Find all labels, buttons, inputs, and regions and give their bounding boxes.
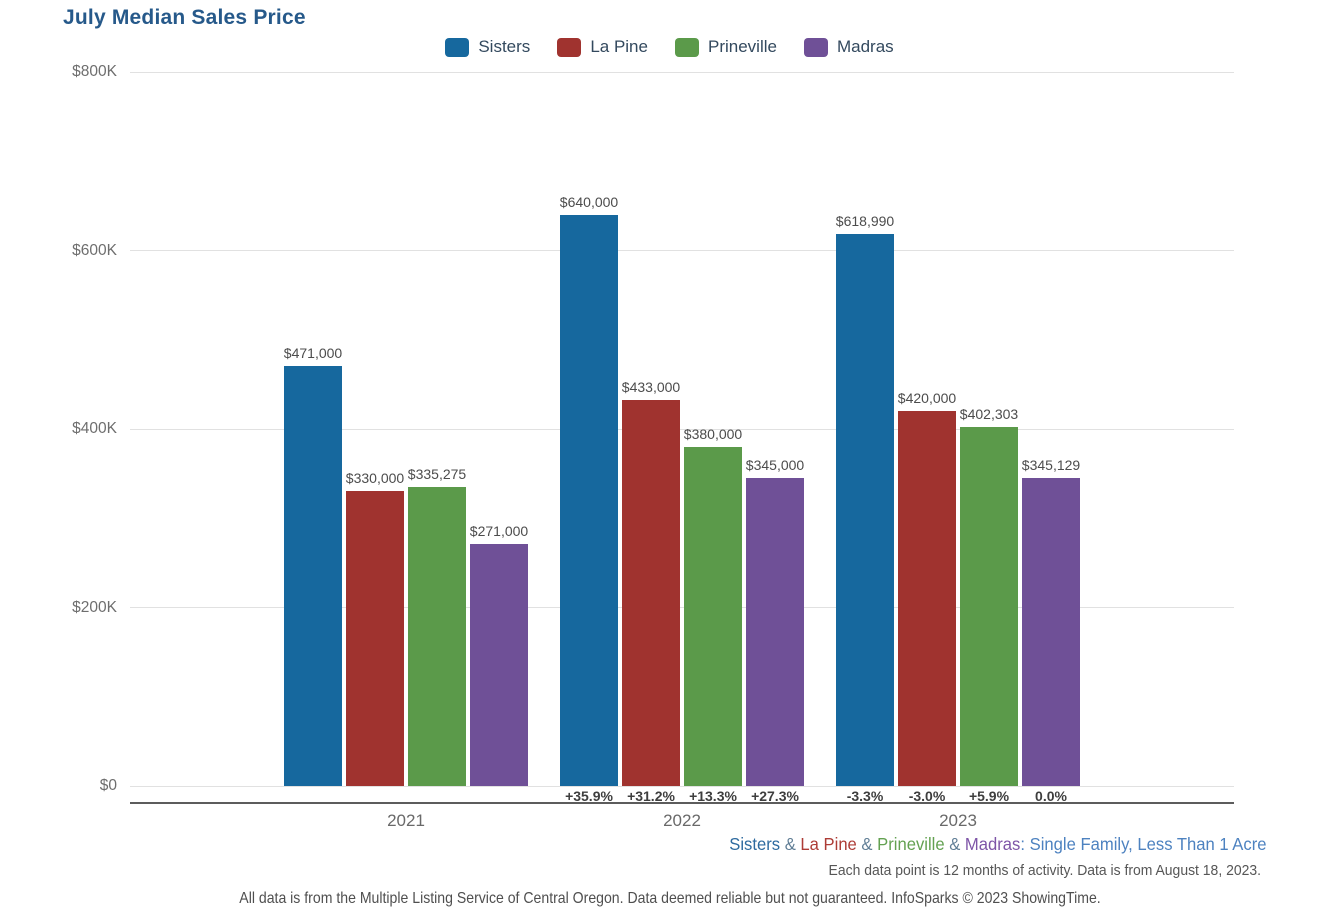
footnote-segment: & xyxy=(856,834,877,854)
gridline xyxy=(130,607,1234,608)
footnote-segment: Prineville xyxy=(876,834,945,854)
bar-prineville-2021[interactable] xyxy=(408,487,466,786)
bar-value-label: $330,000 xyxy=(345,470,405,486)
bar-madras-2023[interactable] xyxy=(1022,478,1080,786)
pct-change-label: +13.3% xyxy=(689,788,737,804)
pct-change-label: +31.2% xyxy=(627,788,675,804)
pct-change-label: -3.0% xyxy=(908,788,946,804)
bar-value-label: $618,990 xyxy=(835,213,895,229)
bar-sisters-2022[interactable] xyxy=(560,215,618,786)
bar-madras-2022[interactable] xyxy=(746,478,804,786)
footnote-data-period: Each data point is 12 months of activity… xyxy=(828,862,1261,879)
bar-madras-2021[interactable] xyxy=(470,544,528,786)
plot-area: $800K $600K $400K $200K $0 $471,000 $330,000 $3… xyxy=(72,63,1234,830)
pct-change-label: 0.0% xyxy=(1035,788,1067,804)
legend-label: La Pine xyxy=(590,37,648,56)
y-axis-tick-label: $0 xyxy=(99,777,117,794)
x-axis-year-label: 2023 xyxy=(939,811,977,830)
footnote-segment: Madras xyxy=(964,834,1020,854)
footnote-segment: & xyxy=(779,834,800,854)
footnote-series-description: Sisters & La Pine & Prineville & Madras:… xyxy=(729,834,1266,855)
bar-value-label: $420,000 xyxy=(897,390,957,406)
bar-prineville-2023[interactable] xyxy=(960,427,1018,786)
legend: Sisters La Pine Prineville Madras xyxy=(0,37,1339,57)
legend-label: Prineville xyxy=(707,37,777,56)
legend-item-prineville[interactable]: Prineville xyxy=(674,37,777,57)
chart-title: July Median Sales Price xyxy=(63,6,306,29)
y-axis-tick-label: $400K xyxy=(72,420,117,437)
bar-la-pine-2021[interactable] xyxy=(346,491,404,786)
footnote-disclaimer: All data is from the Multiple Listing Se… xyxy=(238,890,1101,907)
bar-value-label: $335,275 xyxy=(407,466,467,482)
legend-swatch-prineville xyxy=(674,37,699,57)
pct-change-label: +27.3% xyxy=(751,788,799,804)
pct-change-label: -3.3% xyxy=(846,788,884,804)
gridline xyxy=(130,428,1234,430)
bar-value-label: $402,303 xyxy=(959,406,1019,422)
pct-change-label: +5.9% xyxy=(968,788,1010,804)
legend-label: Madras xyxy=(836,37,894,56)
bar-la-pine-2022[interactable] xyxy=(622,400,680,786)
legend-item-la-pine[interactable]: La Pine xyxy=(557,37,648,57)
y-axis-tick-label: $600K xyxy=(72,241,117,259)
footnote-segment: : Single Family, Less Than 1 Acre xyxy=(1019,834,1266,854)
legend-label: Sisters xyxy=(478,37,531,56)
gridline xyxy=(130,71,1234,73)
legend-swatch-la-pine xyxy=(557,37,582,57)
footnote-segment: Sisters xyxy=(728,834,780,854)
bar-value-label: $380,000 xyxy=(683,426,743,442)
x-axis-year-label: 2021 xyxy=(387,811,425,830)
bar-value-label: $433,000 xyxy=(621,379,681,395)
bar-sisters-2021[interactable] xyxy=(284,366,342,786)
bar-value-label: $271,000 xyxy=(469,523,529,539)
y-axis-tick-label: $200K xyxy=(72,598,117,616)
gridline xyxy=(130,785,1234,787)
bar-value-label: $640,000 xyxy=(559,194,619,210)
footnote-segment: & xyxy=(944,834,965,854)
bar-value-label: $345,129 xyxy=(1021,457,1081,473)
bar-la-pine-2023[interactable] xyxy=(898,411,956,786)
bar-sisters-2023[interactable] xyxy=(836,234,894,786)
bar-value-label: $345,000 xyxy=(745,457,805,473)
gridline xyxy=(130,250,1234,251)
bar-value-label: $471,000 xyxy=(283,345,343,361)
x-axis-line xyxy=(130,802,1234,804)
pct-change-label: +35.9% xyxy=(565,788,613,804)
x-axis-year-label: 2022 xyxy=(663,811,701,830)
legend-swatch-madras xyxy=(803,37,828,57)
bar-prineville-2022[interactable] xyxy=(684,447,742,786)
legend-item-sisters[interactable]: Sisters xyxy=(445,37,530,57)
y-axis-tick-label: $800K xyxy=(72,63,117,80)
legend-swatch-sisters xyxy=(445,37,470,57)
footnote-segment: La Pine xyxy=(799,834,857,854)
legend-item-madras[interactable]: Madras xyxy=(803,37,894,57)
